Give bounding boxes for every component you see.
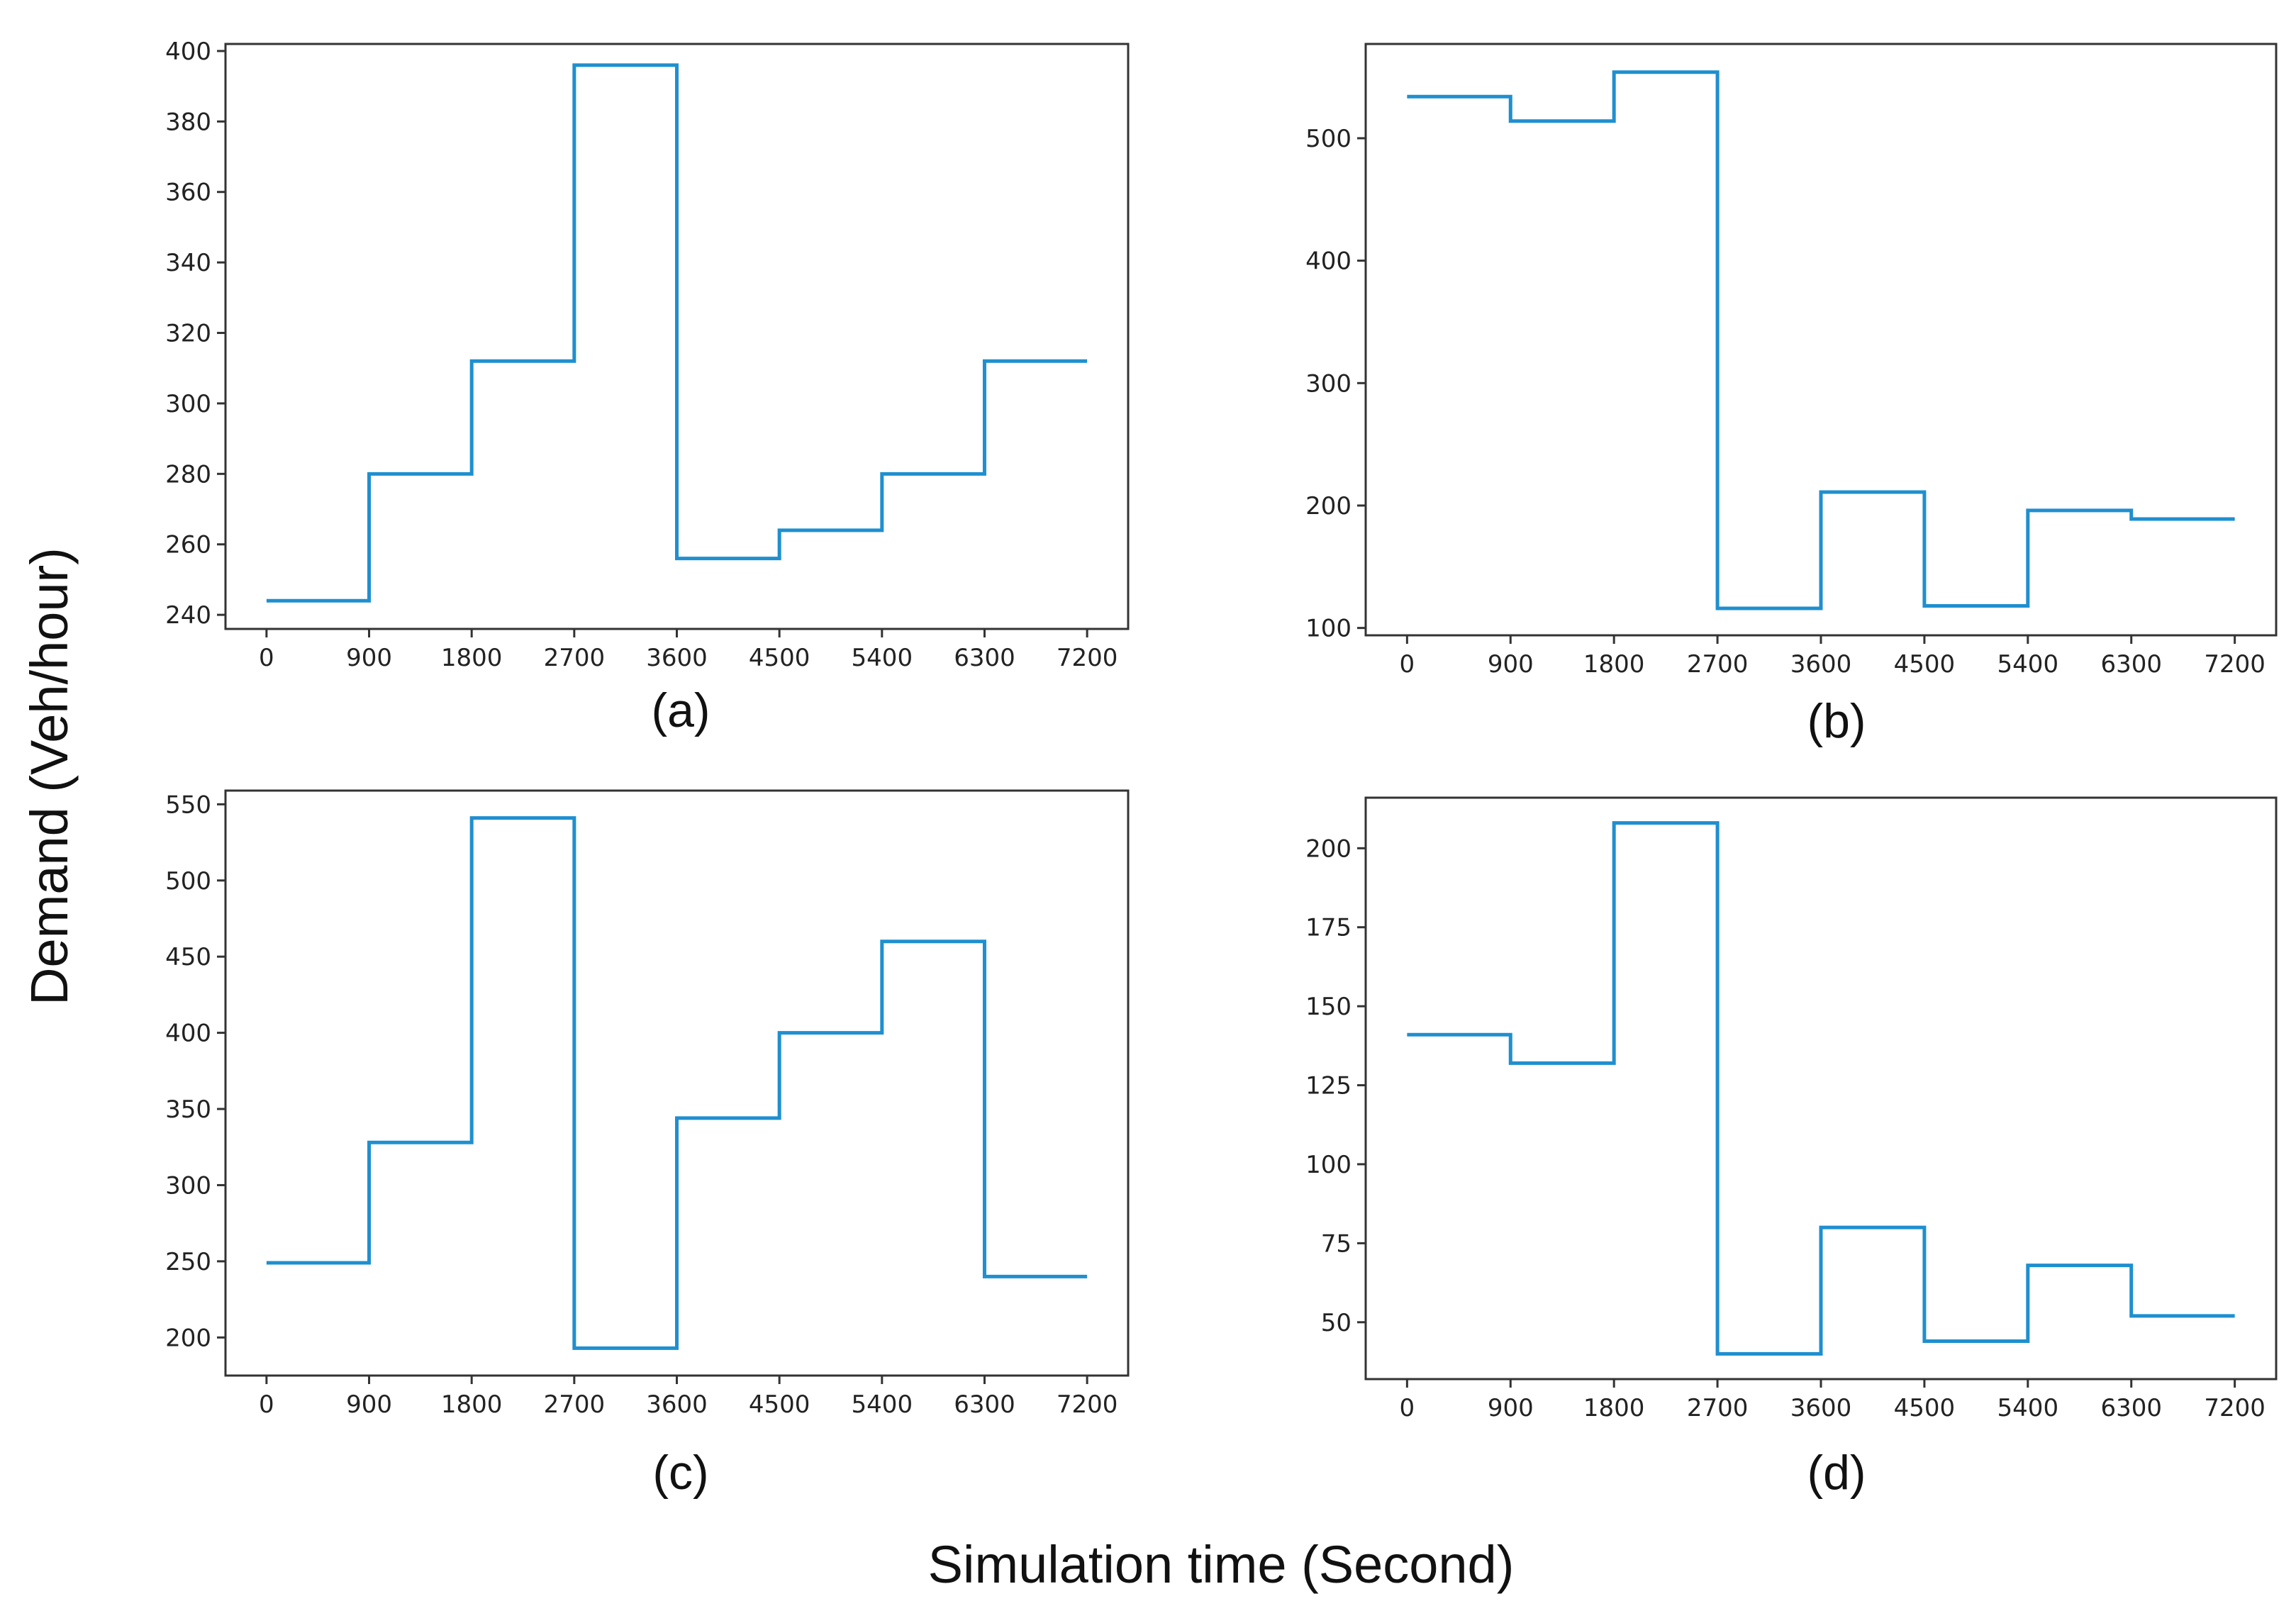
x-tick-label: 900: [346, 1390, 392, 1419]
y-tick-label: 240: [165, 601, 211, 630]
chart-panel-d: 0 900 1800 2700 3600 4500 5400 6300 7200 50 75 100 1…: [1305, 796, 2278, 1500]
x-tick-label: 4500: [1894, 650, 1956, 679]
x-tick-label: 2700: [1687, 650, 1749, 679]
y-tick-label: 400: [165, 38, 211, 66]
y-tick-label: 450: [165, 943, 211, 971]
x-tick-label: 7200: [2204, 1394, 2266, 1422]
x-tick-label: 3600: [1790, 1394, 1852, 1422]
y-tick-label: 300: [1305, 369, 1352, 398]
y-tick-label: 50: [1321, 1309, 1352, 1337]
x-tick-label: 3600: [646, 644, 708, 672]
x-tick-label: 5400: [1997, 650, 2059, 679]
panel-label: (a): [651, 684, 710, 737]
x-tick-label: 1800: [441, 644, 503, 672]
y-tick-label: 380: [165, 108, 211, 136]
x-tick-label: 900: [346, 644, 392, 672]
y-tick-label: 200: [165, 1324, 211, 1352]
series-line: [1407, 821, 2235, 1356]
x-axis-title: Simulation time (Second): [928, 1535, 1515, 1594]
x-tick-label: 6300: [2100, 650, 2162, 679]
x-tick-label: 7200: [1057, 1390, 1118, 1419]
chart-panel-a: 0 900 1800 2700 3600 4500 5400 6300 7200 240 260 28…: [165, 38, 1130, 737]
series-line: [1407, 70, 2235, 610]
x-tick-label: 2700: [544, 1390, 606, 1419]
y-tick-label: 320: [165, 320, 211, 348]
x-tick-label: 4500: [749, 1390, 810, 1419]
y-tick-label: 550: [165, 791, 211, 819]
x-tick-label: 3600: [646, 1390, 708, 1419]
x-tick-label: 6300: [2100, 1394, 2162, 1422]
x-tick-label: 5400: [1997, 1394, 2059, 1422]
y-tick-label: 125: [1305, 1072, 1352, 1100]
y-tick-label: 250: [165, 1248, 211, 1276]
x-tick-label: 7200: [2204, 650, 2266, 679]
y-tick-label: 175: [1305, 914, 1352, 942]
y-tick-label: 350: [165, 1095, 211, 1124]
panel-label: (c): [652, 1446, 708, 1500]
x-tick-label: 0: [259, 1390, 274, 1419]
x-tick-label: 900: [1488, 650, 1534, 679]
y-tick-label: 200: [1305, 492, 1352, 520]
x-tick-label: 4500: [1894, 1394, 1956, 1422]
y-tick-label: 300: [165, 390, 211, 418]
panels-group: 0 900 1800 2700 3600 4500 5400 6300 720024026028…: [165, 38, 2278, 1500]
y-tick-label: 360: [165, 179, 211, 207]
panel-label: (d): [1807, 1446, 1866, 1500]
chart-panel-b: 0 900 1800 2700 3600 4500 5400 6300 7200 100 200 30…: [1305, 43, 2278, 748]
y-tick-label: 150: [1305, 993, 1352, 1021]
x-tick-label: 1800: [441, 1390, 503, 1419]
y-tick-label: 280: [165, 460, 211, 489]
x-tick-label: 7200: [1057, 644, 1118, 672]
x-tick-label: 0: [1400, 1394, 1415, 1422]
y-tick-label: 500: [1305, 125, 1352, 153]
y-tick-label: 300: [165, 1171, 211, 1200]
x-tick-label: 1800: [1583, 1394, 1645, 1422]
y-tick-label: 100: [1305, 1151, 1352, 1179]
x-tick-label: 0: [259, 644, 274, 672]
x-tick-label: 5400: [852, 1390, 913, 1419]
series-line: [266, 816, 1088, 1350]
x-tick-label: 2700: [544, 644, 606, 672]
y-tick-label: 75: [1321, 1229, 1352, 1258]
y-tick-label: 260: [165, 531, 211, 559]
x-tick-label: 5400: [852, 644, 913, 672]
x-tick-label: 3600: [1790, 650, 1852, 679]
x-tick-label: 1800: [1583, 650, 1645, 679]
y-tick-label: 400: [165, 1020, 211, 1048]
x-tick-label: 6300: [954, 1390, 1015, 1419]
chart-panel-c: 0 900 1800 2700 3600 4500 5400 6300 7200 200 250 30…: [165, 789, 1130, 1500]
y-tick-label: 340: [165, 249, 211, 277]
y-axis-title: Demand (Veh/hour): [20, 547, 79, 1005]
x-tick-label: 2700: [1687, 1394, 1749, 1422]
y-tick-label: 200: [1305, 835, 1352, 863]
x-tick-label: 4500: [749, 644, 810, 672]
x-tick-label: 6300: [954, 644, 1015, 672]
x-tick-label: 900: [1488, 1394, 1534, 1422]
series-line: [266, 63, 1088, 603]
x-tick-label: 0: [1400, 650, 1415, 679]
panel-label: (b): [1807, 694, 1866, 748]
y-tick-label: 100: [1305, 615, 1352, 643]
y-tick-label: 400: [1305, 247, 1352, 276]
y-tick-label: 500: [165, 867, 211, 896]
